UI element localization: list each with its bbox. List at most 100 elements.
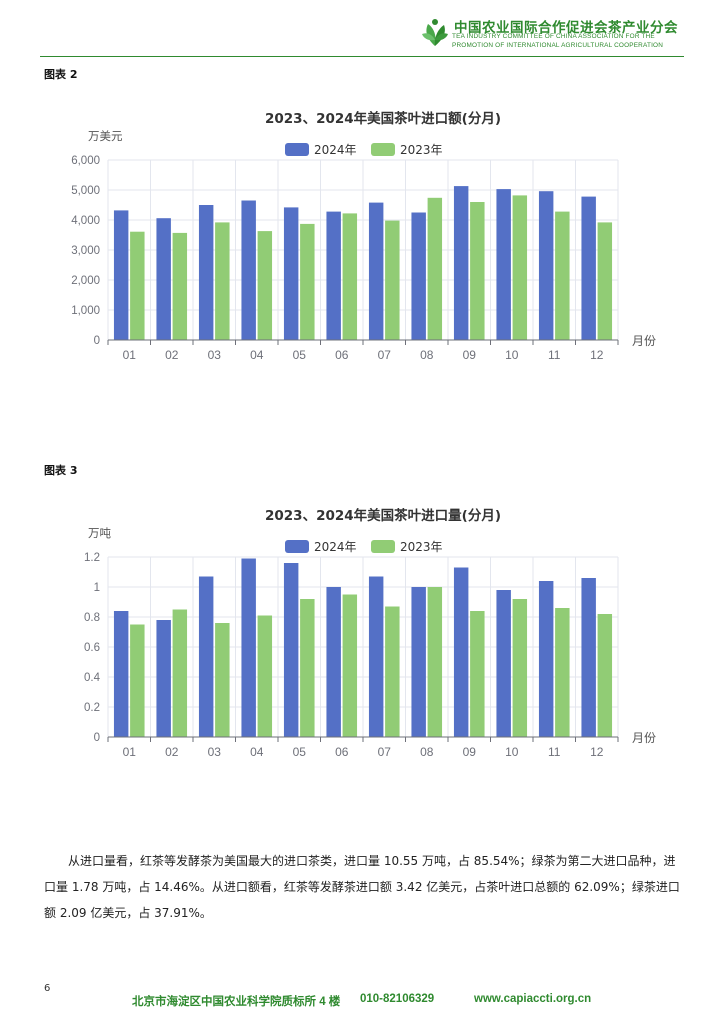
- bar-2024-06: [326, 211, 341, 340]
- x-axis-label: 月份: [632, 731, 656, 745]
- tea-leaf-logo-icon: [422, 19, 448, 46]
- x-tick-label: 05: [293, 348, 307, 362]
- y-tick-label: 0.2: [84, 702, 100, 714]
- org-name-cn: 中国农业国际合作促进会茶产业分会: [454, 20, 678, 36]
- x-tick-label: 04: [250, 348, 264, 362]
- page-footer: 北京市海淀区中国农业科学院质标所 4 楼 010-82106329 www.ca…: [0, 993, 724, 1013]
- legend-swatch-1: [371, 143, 395, 156]
- bar-2024-01: [113, 611, 129, 737]
- x-tick-label: 04: [250, 745, 264, 759]
- page-header: 中国农业国际合作促进会茶产业分会 TEA INDUSTRY COMMITTEE …: [0, 0, 724, 60]
- bar-2023-08: [427, 587, 443, 737]
- legend-swatch-1: [371, 540, 395, 553]
- bar-2024-11: [538, 191, 554, 340]
- bar-2024-01: [113, 210, 129, 340]
- x-tick-label: 06: [335, 348, 349, 362]
- y-tick-label: 0: [94, 335, 100, 347]
- x-tick-label: 06: [335, 745, 349, 759]
- bar-2023-03: [215, 623, 230, 737]
- legend-label-0: 2024年: [314, 540, 357, 554]
- x-tick-label: 08: [420, 745, 434, 759]
- y-tick-label: 0.4: [84, 672, 101, 684]
- y-tick-label: 1,000: [71, 305, 100, 317]
- y-tick-label: 2,000: [71, 275, 100, 287]
- footer-address: 北京市海淀区中国农业科学院质标所 4 楼: [132, 996, 341, 1008]
- legend-swatch-0: [285, 143, 309, 156]
- chart-import-volume: 2023、2024年美国茶叶进口量(分月) 2024年 2023年 万吨 0 0.2 0.4…: [40, 497, 690, 797]
- body-paragraph: 从进口量看，红茶等发酵茶为美国最大的进口茶类，进口量 10.55 万吨，占 85…: [44, 854, 680, 920]
- legend-label-1: 2023年: [400, 143, 443, 157]
- x-tick-label: 03: [208, 745, 222, 759]
- legend-label-1: 2023年: [400, 540, 443, 554]
- bar-2024-07: [368, 576, 384, 737]
- bar-2024-07: [368, 202, 384, 340]
- chart-legend: 2024年 2023年: [285, 143, 443, 157]
- x-tick-label: 01: [123, 348, 137, 362]
- header-divider: [40, 56, 684, 57]
- bar-2024-04: [241, 558, 256, 737]
- org-name-en-line1: TEA INDUSTRY COMMITTEE OF CHINA ASSOCIAT…: [452, 33, 655, 40]
- bar-2024-09: [453, 186, 469, 340]
- bar-2023-05: [300, 599, 315, 737]
- bar-2023-10: [512, 195, 528, 340]
- legend-swatch-0: [285, 540, 309, 553]
- y-tick-label: 1.2: [84, 552, 100, 564]
- bar-2023-06: [342, 594, 358, 737]
- x-tick-label: 07: [378, 348, 392, 362]
- x-tick-label: 10: [505, 745, 519, 759]
- x-tick-label: 12: [590, 745, 604, 759]
- bar-2023-07: [385, 220, 400, 340]
- x-tick-label: 12: [590, 348, 604, 362]
- bar-2023-12: [597, 222, 613, 340]
- bar-2024-04: [241, 200, 256, 340]
- bar-2023-12: [597, 614, 613, 737]
- bar-2023-09: [470, 202, 485, 340]
- bar-2024-12: [581, 578, 596, 737]
- bar-2023-08: [427, 197, 443, 340]
- bar-2024-02: [156, 218, 171, 340]
- y-tick-label: 6,000: [71, 155, 100, 167]
- bar-2024-09: [453, 567, 469, 737]
- y-tick-label: 0: [94, 732, 100, 744]
- bar-2023-02: [172, 609, 188, 737]
- bar-2023-02: [172, 232, 188, 340]
- bar-2023-03: [215, 222, 230, 340]
- chart-svg: 2023、2024年美国茶叶进口额(分月) 2024年 2023年 万美元 0 1,000…: [71, 110, 656, 362]
- bar-2024-10: [496, 590, 511, 737]
- chart-title: 2023、2024年美国茶叶进口量(分月): [265, 507, 501, 524]
- page-number: 6: [44, 983, 51, 994]
- x-tick-label: 02: [165, 348, 179, 362]
- bar-2024-11: [538, 581, 554, 737]
- y-tick-label: 0.8: [84, 612, 100, 624]
- y-tick-label: 0.6: [84, 642, 100, 654]
- bar-2023-01: [130, 624, 145, 737]
- bar-2023-06: [342, 213, 358, 340]
- y-axis-label: 万美元: [88, 129, 123, 143]
- figure-label-2: 图表 2: [44, 68, 78, 81]
- figure-label-3: 图表 3: [44, 464, 78, 477]
- bar-2023-10: [512, 599, 528, 737]
- bar-2024-08: [411, 212, 426, 340]
- x-tick-label: 01: [123, 745, 137, 759]
- x-tick-label: 08: [420, 348, 434, 362]
- bar-2023-04: [257, 615, 273, 737]
- bar-2023-05: [300, 223, 315, 340]
- bar-2023-04: [257, 231, 273, 340]
- bar-2024-02: [156, 620, 171, 737]
- x-tick-label: 02: [165, 745, 179, 759]
- footer-phone: 010-82106329: [360, 993, 435, 1005]
- legend-label-0: 2024年: [314, 143, 357, 157]
- x-tick-label: 09: [463, 745, 477, 759]
- bar-2024-08: [411, 587, 426, 737]
- chart-title: 2023、2024年美国茶叶进口额(分月): [265, 110, 501, 127]
- bar-2023-11: [555, 608, 570, 737]
- x-tick-label: 11: [548, 745, 561, 759]
- x-tick-label: 03: [208, 348, 222, 362]
- footer-website[interactable]: www.capiaccti.org.cn: [474, 993, 592, 1005]
- chart-legend: 2024年 2023年: [285, 540, 443, 554]
- y-axis-label: 万吨: [88, 526, 111, 540]
- x-axis-label: 月份: [632, 334, 656, 348]
- bar-2024-05: [283, 563, 299, 737]
- x-tick-label: 07: [378, 745, 392, 759]
- x-tick-label: 11: [548, 348, 561, 362]
